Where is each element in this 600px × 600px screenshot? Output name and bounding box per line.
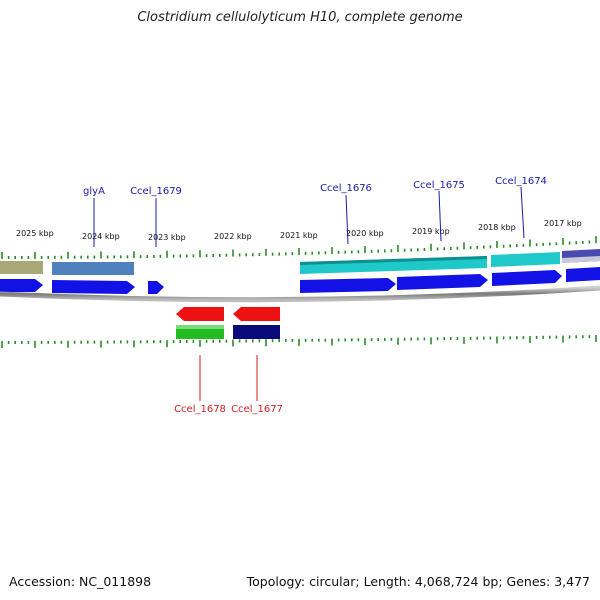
accession-text: Accession: NC_011898 xyxy=(9,574,152,589)
gene-arrow-Ccel_1677[interactable] xyxy=(233,307,280,321)
gene-label-Ccel_1676[interactable]: Ccel_1676 xyxy=(320,183,372,194)
lower-tick-row xyxy=(1,335,597,348)
leader-line-Ccel_1675 xyxy=(438,190,442,242)
kbp-label: 2021 kbp xyxy=(280,231,318,240)
gene-arrow-left[interactable] xyxy=(0,279,43,292)
leader-line-Ccel_1674 xyxy=(520,186,525,239)
kbp-label: 2018 kbp xyxy=(478,223,516,232)
leader-line-Ccel_1676 xyxy=(345,194,349,245)
upper-tick-row xyxy=(1,236,597,259)
kbp-label: 2017 kbp xyxy=(544,219,582,228)
kbp-label: 2019 kbp xyxy=(412,227,450,236)
gene-label-Ccel_1678[interactable]: Ccel_1678 xyxy=(174,404,226,415)
gene-arrow-Ccel_1679[interactable] xyxy=(148,281,164,294)
cog-band-forward xyxy=(0,249,600,275)
cog-block-left xyxy=(0,261,43,274)
kbp-label: 2022 kbp xyxy=(214,232,252,241)
gene-arrow-Ccel_1676[interactable] xyxy=(300,278,396,293)
gene-label-Ccel_1674[interactable]: Ccel_1674 xyxy=(495,176,547,187)
gene-label-Ccel_1679[interactable]: Ccel_1679 xyxy=(130,186,182,197)
kbp-label: 2023 kbp xyxy=(148,233,186,242)
kbp-label: 2024 kbp xyxy=(82,232,120,241)
cog-block-Ccel_1678-shade xyxy=(176,325,224,329)
forward-gene-labels: glyA Ccel_1679 Ccel_1676 Ccel_1675 Ccel_… xyxy=(83,176,547,247)
kbp-label: 2025 kbp xyxy=(16,229,54,238)
gene-arrow-Ccel_1675[interactable] xyxy=(397,274,488,290)
gene-label-Ccel_1675[interactable]: Ccel_1675 xyxy=(413,180,465,191)
forward-strand xyxy=(0,267,600,294)
reverse-gene-labels: Ccel_1678 Ccel_1677 xyxy=(174,355,283,415)
gene-arrow-glyA[interactable] xyxy=(52,280,135,294)
kbp-labels: 2025 kbp 2024 kbp 2023 kbp 2022 kbp 2021… xyxy=(16,219,582,242)
cog-block-glyA xyxy=(52,262,134,275)
cog-block-right-shade xyxy=(562,256,600,263)
gene-arrow-Ccel_1674[interactable] xyxy=(492,270,562,286)
cog-block-Ccel_1676-shade xyxy=(300,256,487,265)
gene-label-glyA[interactable]: glyA xyxy=(83,186,105,197)
genome-backbone xyxy=(0,285,600,303)
reverse-strand xyxy=(176,307,280,339)
gene-arrow-Ccel_1678[interactable] xyxy=(176,307,224,321)
cog-block-Ccel_1674 xyxy=(491,252,560,267)
gene-arrow-right[interactable] xyxy=(566,267,600,282)
gene-label-Ccel_1677[interactable]: Ccel_1677 xyxy=(231,404,283,415)
kbp-label: 2020 kbp xyxy=(346,229,384,238)
cog-block-Ccel_1677 xyxy=(233,325,280,339)
map-title: Clostridium cellulolyticum H10, complete… xyxy=(137,10,463,25)
genome-summary: Topology: circular; Length: 4,068,724 bp… xyxy=(246,574,590,589)
